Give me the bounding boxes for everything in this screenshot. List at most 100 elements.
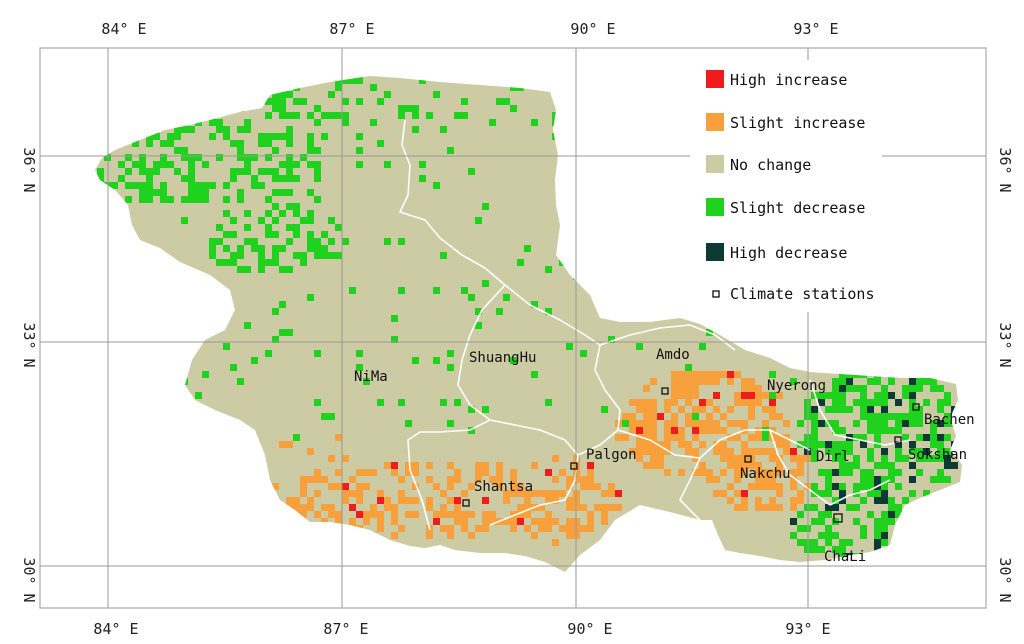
change-cell: [818, 315, 825, 322]
change-cell: [685, 448, 692, 455]
change-cell: [356, 133, 363, 140]
change-cell: [776, 462, 783, 469]
change-cell: [552, 112, 559, 119]
lat-label-36-left: 36° N: [20, 147, 38, 192]
change-cell: [335, 518, 342, 525]
change-cell: [874, 518, 881, 525]
change-cell: [286, 161, 293, 168]
change-cell: [650, 462, 657, 469]
change-cell: [426, 532, 433, 539]
change-cell: [839, 399, 846, 406]
change-cell: [160, 182, 167, 189]
change-cell: [328, 91, 335, 98]
change-cell: [797, 469, 804, 476]
change-cell: [706, 476, 713, 483]
change-cell: [902, 497, 909, 504]
change-cell: [195, 308, 202, 315]
change-cell: [692, 392, 699, 399]
change-cell: [776, 483, 783, 490]
change-cell: [902, 364, 909, 371]
change-cell: [139, 189, 146, 196]
change-cell: [643, 427, 650, 434]
change-cell: [377, 525, 384, 532]
change-cell: [97, 189, 104, 196]
change-cell: [860, 476, 867, 483]
change-cell: [188, 189, 195, 196]
change-cell: [664, 224, 671, 231]
change-cell: [321, 252, 328, 259]
change-cell: [790, 518, 797, 525]
change-cell: [111, 98, 118, 105]
change-cell: [895, 448, 902, 455]
change-cell: [657, 462, 664, 469]
change-cell: [356, 483, 363, 490]
change-cell: [97, 525, 104, 532]
change-cell: [937, 308, 944, 315]
change-cell: [251, 175, 258, 182]
change-cell: [685, 371, 692, 378]
change-cell: [566, 525, 573, 532]
change-cell: [713, 441, 720, 448]
change-cell: [181, 434, 188, 441]
change-cell: [811, 539, 818, 546]
change-cell: [251, 182, 258, 189]
lon-label-84-bottom: 84° E: [93, 620, 138, 638]
change-cell: [468, 532, 475, 539]
lon-label-87-bottom: 87° E: [323, 620, 368, 638]
change-cell: [881, 364, 888, 371]
change-cell: [398, 287, 405, 294]
change-cell: [552, 518, 559, 525]
change-cell: [755, 476, 762, 483]
change-cell: [685, 399, 692, 406]
change-cell: [811, 455, 818, 462]
change-cell: [657, 448, 664, 455]
change-cell: [342, 483, 349, 490]
change-cell: [237, 196, 244, 203]
change-cell: [475, 476, 482, 483]
change-cell: [244, 322, 251, 329]
change-cell: [699, 427, 706, 434]
change-cell: [223, 245, 230, 252]
change-cell: [888, 469, 895, 476]
change-cell: [482, 406, 489, 413]
change-cell: [531, 462, 538, 469]
change-cell: [895, 469, 902, 476]
change-cell: [454, 112, 461, 119]
change-cell: [874, 441, 881, 448]
change-cell: [307, 448, 314, 455]
legend-swatch-no-change: [706, 155, 724, 173]
change-cell: [713, 420, 720, 427]
change-cell: [293, 224, 300, 231]
change-cell: [433, 357, 440, 364]
change-cell: [797, 497, 804, 504]
change-cell: [762, 448, 769, 455]
lat-label-30-right: 30° N: [996, 557, 1014, 602]
change-cell: [790, 532, 797, 539]
change-cell: [265, 112, 272, 119]
change-cell: [181, 76, 188, 77]
change-cell: [384, 161, 391, 168]
change-cell: [650, 427, 657, 434]
change-cell: [496, 308, 503, 315]
change-cell: [552, 497, 559, 504]
change-cell: [531, 490, 538, 497]
change-cell: [377, 140, 384, 147]
change-cell: [97, 98, 104, 105]
change-cell: [895, 105, 902, 112]
change-cell: [552, 490, 559, 497]
change-cell: [944, 413, 951, 420]
change-cell: [286, 133, 293, 140]
change-cell: [664, 434, 671, 441]
change-cell: [902, 133, 909, 140]
change-cell: [384, 504, 391, 511]
change-cell: [853, 364, 860, 371]
change-cell: [895, 420, 902, 427]
change-cell: [650, 455, 657, 462]
change-cell: [314, 399, 321, 406]
change-cell: [559, 259, 566, 266]
change-cell: [314, 161, 321, 168]
change-cell: [741, 504, 748, 511]
change-cell: [713, 371, 720, 378]
change-cell: [426, 504, 433, 511]
change-cell: [468, 483, 475, 490]
